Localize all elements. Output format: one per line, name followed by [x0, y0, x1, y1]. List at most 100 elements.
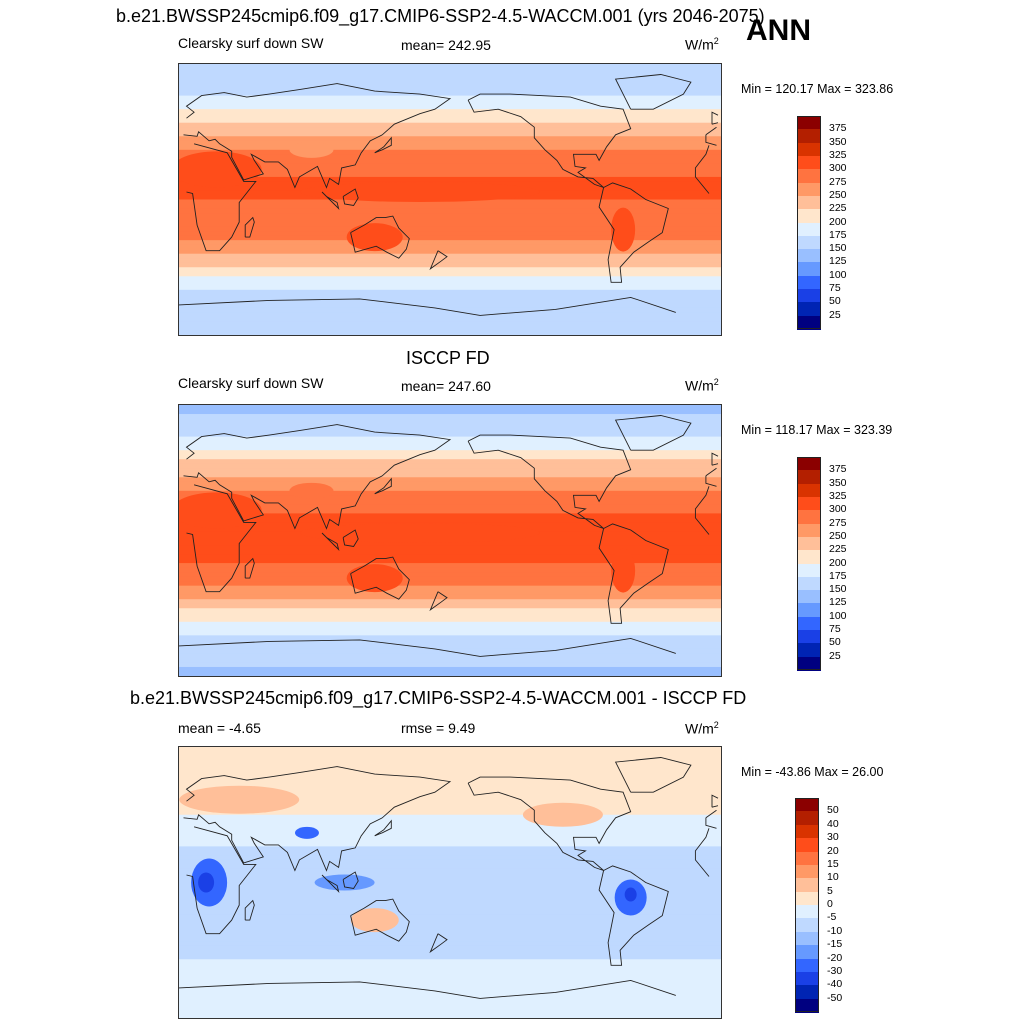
- colorbar-swatch: [797, 142, 821, 157]
- contour-band: [179, 109, 721, 115]
- colorbar-swatch: [797, 483, 821, 498]
- coastline: [694, 145, 710, 194]
- coastline: [186, 143, 257, 252]
- contour-band: [179, 805, 721, 811]
- contour-band: [179, 828, 721, 834]
- colorbar-tick-label: 225: [829, 543, 847, 556]
- contour-band: [179, 499, 721, 505]
- coastline: [429, 591, 448, 612]
- panel-3-map: [178, 746, 722, 1019]
- contour-band: [179, 321, 721, 327]
- contour-band: [179, 671, 721, 676]
- colorbar-tick-label: 275: [829, 175, 847, 188]
- contour-band: [179, 240, 721, 246]
- colorbar-swatch: [797, 116, 821, 130]
- contour-band: [179, 747, 721, 753]
- colorbar-swatch: [795, 824, 819, 839]
- contour-band: [179, 662, 721, 668]
- colorbar-swatch: [795, 958, 819, 973]
- contour-band: [179, 149, 721, 155]
- contour-band: [179, 427, 721, 433]
- colorbar-tick-label: 175: [829, 569, 847, 582]
- colorbar-tick-label: 100: [829, 268, 847, 281]
- contour-band: [179, 285, 721, 291]
- coastline: [711, 122, 719, 125]
- contour-band: [179, 158, 721, 164]
- contour-band: [179, 986, 721, 992]
- contour-band: [179, 850, 721, 856]
- panel-3-mean-label: mean = -4.65: [178, 720, 261, 736]
- contour-band: [179, 950, 721, 956]
- contour-band: [179, 954, 721, 960]
- season-label: ANN: [746, 14, 811, 47]
- coastline: [350, 556, 410, 600]
- contour-band: [179, 887, 721, 893]
- contour-band: [179, 923, 721, 929]
- colorbar-swatch: [795, 945, 819, 959]
- panel-1-colorbar: 375 350 325 300 275 250 225 200 175 150 125 100 75 50…: [797, 116, 847, 330]
- contour-band: [179, 450, 721, 456]
- colorbar-swatch: [797, 182, 821, 197]
- contour-patch: [346, 564, 403, 593]
- contour-band: [179, 796, 721, 802]
- contour-patch: [346, 223, 403, 252]
- contour-band: [179, 1004, 721, 1010]
- colorbar-swatch: [795, 878, 819, 893]
- colorbar-swatch: [795, 891, 819, 906]
- colorbar-swatch: [795, 798, 819, 812]
- contour-patch: [522, 802, 603, 827]
- contour-band: [179, 316, 721, 323]
- colorbar-tick-label: 0: [827, 898, 833, 910]
- contour-band: [179, 167, 721, 173]
- contour-band: [179, 617, 721, 623]
- colorbar-swatch: [795, 918, 819, 933]
- contour-band: [179, 517, 721, 524]
- contour-band: [179, 235, 721, 241]
- contour-band: [179, 567, 721, 573]
- contour-band: [179, 325, 721, 332]
- panel-3-title: b.e21.BWSSP245cmip6.f09_g17.CMIP6-SSP2-4…: [130, 688, 747, 708]
- contour-band: [179, 140, 721, 146]
- panel-2-map: [178, 404, 722, 677]
- coastline: [321, 191, 340, 210]
- contour-band: [179, 666, 721, 673]
- colorbar-tick-label: 25: [829, 308, 841, 321]
- colorbar-swatch: [795, 985, 819, 1000]
- colorbar-tick-label: 325: [829, 489, 847, 502]
- colorbar-tick-label: 125: [829, 255, 847, 268]
- coastline: [321, 532, 340, 551]
- contour-band: [179, 882, 721, 888]
- colorbar-tick-label: 175: [829, 228, 847, 241]
- contour-band: [179, 262, 721, 268]
- contour-band: [179, 621, 721, 627]
- contour-band: [179, 445, 721, 451]
- contour-band: [179, 294, 721, 300]
- colorbar-swatch: [797, 576, 821, 591]
- contour-band: [179, 1013, 721, 1018]
- coastline: [374, 477, 392, 495]
- contour-band: [179, 841, 721, 847]
- coastline: [711, 794, 719, 808]
- contour-band: [179, 68, 721, 74]
- contour-band: [179, 932, 721, 938]
- contour-band: [179, 312, 721, 318]
- contour-band: [179, 756, 721, 762]
- panel-1-mean-label: mean= 242.95: [401, 37, 491, 53]
- coastline: [598, 865, 669, 966]
- contour-band: [179, 814, 721, 820]
- coastline: [598, 523, 669, 624]
- colorbar-swatch: [797, 643, 821, 658]
- colorbar-tick-label: 100: [829, 609, 847, 622]
- contour-band: [179, 941, 721, 947]
- contour-band: [179, 599, 721, 605]
- panel-3-map-plot: [179, 747, 721, 1018]
- contour-band: [179, 477, 721, 483]
- coastline: [244, 216, 255, 238]
- coastline: [179, 637, 676, 657]
- contour-band: [179, 787, 721, 793]
- contour-band: [179, 644, 721, 650]
- contour-band: [179, 968, 721, 974]
- contour-band: [179, 454, 721, 460]
- contour-band: [179, 751, 721, 757]
- contour-band: [179, 217, 721, 223]
